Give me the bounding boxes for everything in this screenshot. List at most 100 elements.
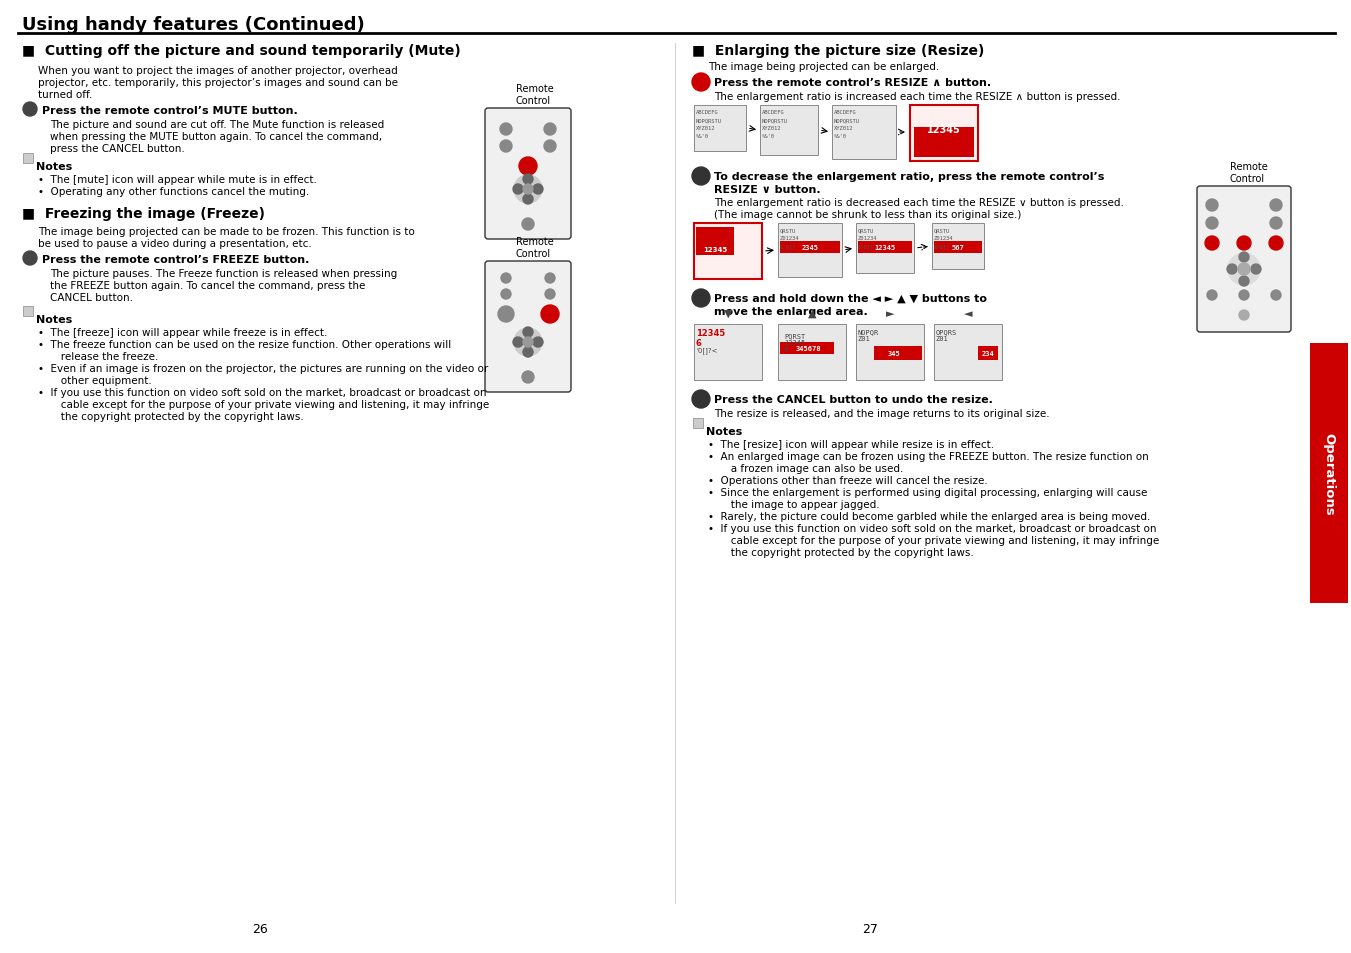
- Text: turned off.: turned off.: [38, 90, 92, 100]
- FancyBboxPatch shape: [485, 262, 571, 393]
- Text: ▼: ▼: [724, 309, 732, 318]
- Text: 345: 345: [888, 351, 900, 356]
- FancyBboxPatch shape: [694, 224, 762, 280]
- Text: •  Operating any other functions cancel the muting.: • Operating any other functions cancel t…: [38, 187, 309, 196]
- Circle shape: [519, 158, 536, 175]
- Circle shape: [523, 174, 534, 185]
- Circle shape: [692, 168, 711, 186]
- Circle shape: [1206, 291, 1217, 301]
- Text: Press the remote control’s MUTE button.: Press the remote control’s MUTE button.: [42, 106, 297, 116]
- Circle shape: [523, 348, 534, 357]
- FancyBboxPatch shape: [978, 347, 998, 360]
- Text: ABCDEFG: ABCDEFG: [696, 110, 719, 115]
- Text: &'0[]: &'0[]: [858, 244, 874, 249]
- Text: OPQRS
Z01: OPQRS Z01: [936, 329, 958, 341]
- Circle shape: [1270, 200, 1282, 212]
- Text: RESIZE ∨ button.: RESIZE ∨ button.: [713, 185, 820, 194]
- Text: 6: 6: [940, 135, 947, 145]
- Text: Remote
Control: Remote Control: [516, 84, 554, 106]
- FancyBboxPatch shape: [934, 242, 982, 253]
- Text: Notes: Notes: [707, 427, 742, 436]
- Circle shape: [521, 372, 534, 384]
- Text: PQRST
12345
6: PQRST 12345 6: [784, 333, 805, 353]
- Text: •  The [freeze] icon will appear while freeze is in effect.: • The [freeze] icon will appear while fr…: [38, 328, 327, 337]
- Text: 2: 2: [697, 172, 704, 182]
- Circle shape: [544, 124, 557, 136]
- Text: The picture pauses. The Freeze function is released when pressing: The picture pauses. The Freeze function …: [50, 269, 397, 278]
- Text: 12345: 12345: [927, 125, 961, 135]
- Text: 4: 4: [697, 395, 704, 405]
- Text: Remote
Control: Remote Control: [1229, 162, 1267, 183]
- Text: CANCEL button.: CANCEL button.: [50, 293, 132, 303]
- Text: 1: 1: [697, 78, 704, 88]
- FancyBboxPatch shape: [915, 128, 974, 158]
- Circle shape: [1227, 265, 1238, 274]
- Text: the copyright protected by the copyright laws.: the copyright protected by the copyright…: [38, 412, 304, 421]
- FancyBboxPatch shape: [693, 418, 703, 428]
- Text: Notes: Notes: [36, 314, 72, 325]
- Text: Z01234: Z01234: [780, 235, 800, 241]
- Circle shape: [692, 290, 711, 308]
- Circle shape: [523, 328, 534, 337]
- Text: Press the remote control’s FREEZE button.: Press the remote control’s FREEZE button…: [42, 254, 309, 265]
- Text: 27: 27: [862, 923, 878, 935]
- Circle shape: [1239, 311, 1250, 320]
- Text: when pressing the MUTE button again. To cancel the command,: when pressing the MUTE button again. To …: [50, 132, 382, 142]
- Circle shape: [523, 194, 534, 205]
- Text: the FREEZE button again. To cancel the command, press the: the FREEZE button again. To cancel the c…: [50, 281, 365, 291]
- Text: ABCDEFG: ABCDEFG: [762, 110, 785, 115]
- FancyBboxPatch shape: [911, 106, 978, 162]
- FancyBboxPatch shape: [1197, 187, 1292, 333]
- Text: QRSTU: QRSTU: [934, 228, 950, 233]
- FancyBboxPatch shape: [857, 224, 915, 274]
- Circle shape: [1238, 236, 1251, 251]
- FancyBboxPatch shape: [761, 106, 817, 156]
- Circle shape: [513, 175, 542, 204]
- Text: 234: 234: [982, 351, 994, 356]
- Text: •  Rarely, the picture could become garbled while the enlarged area is being mov: • Rarely, the picture could become garbl…: [708, 512, 1150, 521]
- Circle shape: [1269, 236, 1283, 251]
- Circle shape: [523, 185, 534, 194]
- Text: NOPQRSTU: NOPQRSTU: [834, 118, 861, 123]
- Text: The picture and sound are cut off. The Mute function is released: The picture and sound are cut off. The M…: [50, 120, 384, 130]
- Circle shape: [1239, 276, 1250, 287]
- Text: 567: 567: [951, 245, 965, 251]
- Text: XYZ012: XYZ012: [696, 126, 716, 131]
- Circle shape: [23, 252, 36, 266]
- FancyBboxPatch shape: [858, 242, 912, 253]
- FancyBboxPatch shape: [832, 106, 896, 160]
- Circle shape: [1238, 264, 1250, 275]
- Text: •  If you use this function on video soft sold on the market, broadcast or broad: • If you use this function on video soft…: [38, 388, 486, 397]
- Text: The enlargement ratio is increased each time the RESIZE ∧ button is pressed.: The enlargement ratio is increased each …: [713, 91, 1120, 102]
- Text: NOPQRSTU: NOPQRSTU: [762, 118, 788, 123]
- Circle shape: [513, 329, 542, 356]
- Text: •  The [mute] icon will appear while mute is in effect.: • The [mute] icon will appear while mute…: [38, 174, 317, 185]
- Text: •  Even if an image is frozen on the projector, the pictures are running on the : • Even if an image is frozen on the proj…: [38, 364, 488, 374]
- Text: NOPQR
Z01: NOPQR Z01: [858, 329, 880, 341]
- FancyBboxPatch shape: [778, 224, 842, 277]
- Text: 2345: 2345: [801, 245, 819, 251]
- Text: The image being projected can be enlarged.: The image being projected can be enlarge…: [708, 62, 939, 71]
- Text: cable except for the purpose of your private viewing and listening, it may infri: cable except for the purpose of your pri…: [708, 536, 1159, 545]
- Circle shape: [501, 274, 511, 284]
- FancyBboxPatch shape: [696, 228, 734, 255]
- Text: 12345: 12345: [703, 247, 727, 253]
- Text: the copyright protected by the copyright laws.: the copyright protected by the copyright…: [708, 547, 974, 558]
- Text: be used to pause a video during a presentation, etc.: be used to pause a video during a presen…: [38, 239, 312, 249]
- Text: QRSTU: QRSTU: [858, 228, 874, 233]
- Text: XYZ012: XYZ012: [762, 126, 781, 131]
- Circle shape: [544, 290, 555, 299]
- Text: •  If you use this function on video soft sold on the market, broadcast or broad: • If you use this function on video soft…: [708, 523, 1156, 534]
- FancyBboxPatch shape: [932, 224, 984, 270]
- Text: %&'0: %&'0: [762, 133, 775, 139]
- Text: &'0[]: &'0[]: [780, 244, 796, 249]
- Text: The image being projected can be made to be frozen. This function is to: The image being projected can be made to…: [38, 227, 415, 236]
- Text: move the enlarged area.: move the enlarged area.: [713, 307, 867, 316]
- FancyBboxPatch shape: [780, 242, 840, 253]
- Circle shape: [513, 337, 523, 348]
- Text: %&'0: %&'0: [696, 133, 709, 139]
- Text: 12345: 12345: [874, 245, 896, 251]
- Text: The resize is released, and the image returns to its original size.: The resize is released, and the image re…: [713, 409, 1050, 418]
- Text: ■  Enlarging the picture size (Resize): ■ Enlarging the picture size (Resize): [692, 44, 985, 58]
- Text: When you want to project the images of another projector, overhead: When you want to project the images of a…: [38, 66, 397, 76]
